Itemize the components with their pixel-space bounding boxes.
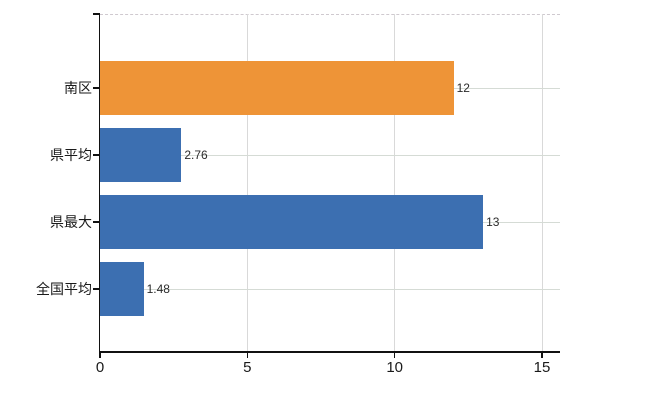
bar [100,128,182,182]
category-label: 全国平均 [36,281,92,297]
bar [100,61,454,115]
x-grid-line [246,14,248,352]
category-label: 県平均 [50,147,92,163]
x-tick-label: 5 [243,359,252,376]
value-label: 1.48 [146,282,170,296]
y-grid-line [100,288,560,290]
y-grid-line [100,154,560,156]
value-label: 2.76 [184,148,208,162]
y-tick [93,221,100,223]
x-tick-label: 0 [95,359,105,376]
value-label: 13 [486,215,500,229]
x-tick [393,352,396,358]
y-tick [93,154,100,156]
value-label: 12 [456,81,470,95]
x-tick [541,352,543,358]
category-label: 県最大 [50,214,92,230]
y-tick [93,288,100,290]
y-tick [93,87,100,89]
x-grid-line [394,14,396,352]
bar [100,195,484,249]
x-tick-label: 15 [533,359,551,376]
bar [100,262,144,316]
plot-area [100,14,560,353]
x-grid-line [541,14,543,352]
y-tick [93,13,100,15]
x-tick [246,352,249,358]
category-label: 南区 [64,80,92,96]
x-axis-line [98,351,560,353]
x-tick-label: 10 [386,359,403,376]
y-axis-line [98,14,100,357]
x-tick [99,352,101,358]
